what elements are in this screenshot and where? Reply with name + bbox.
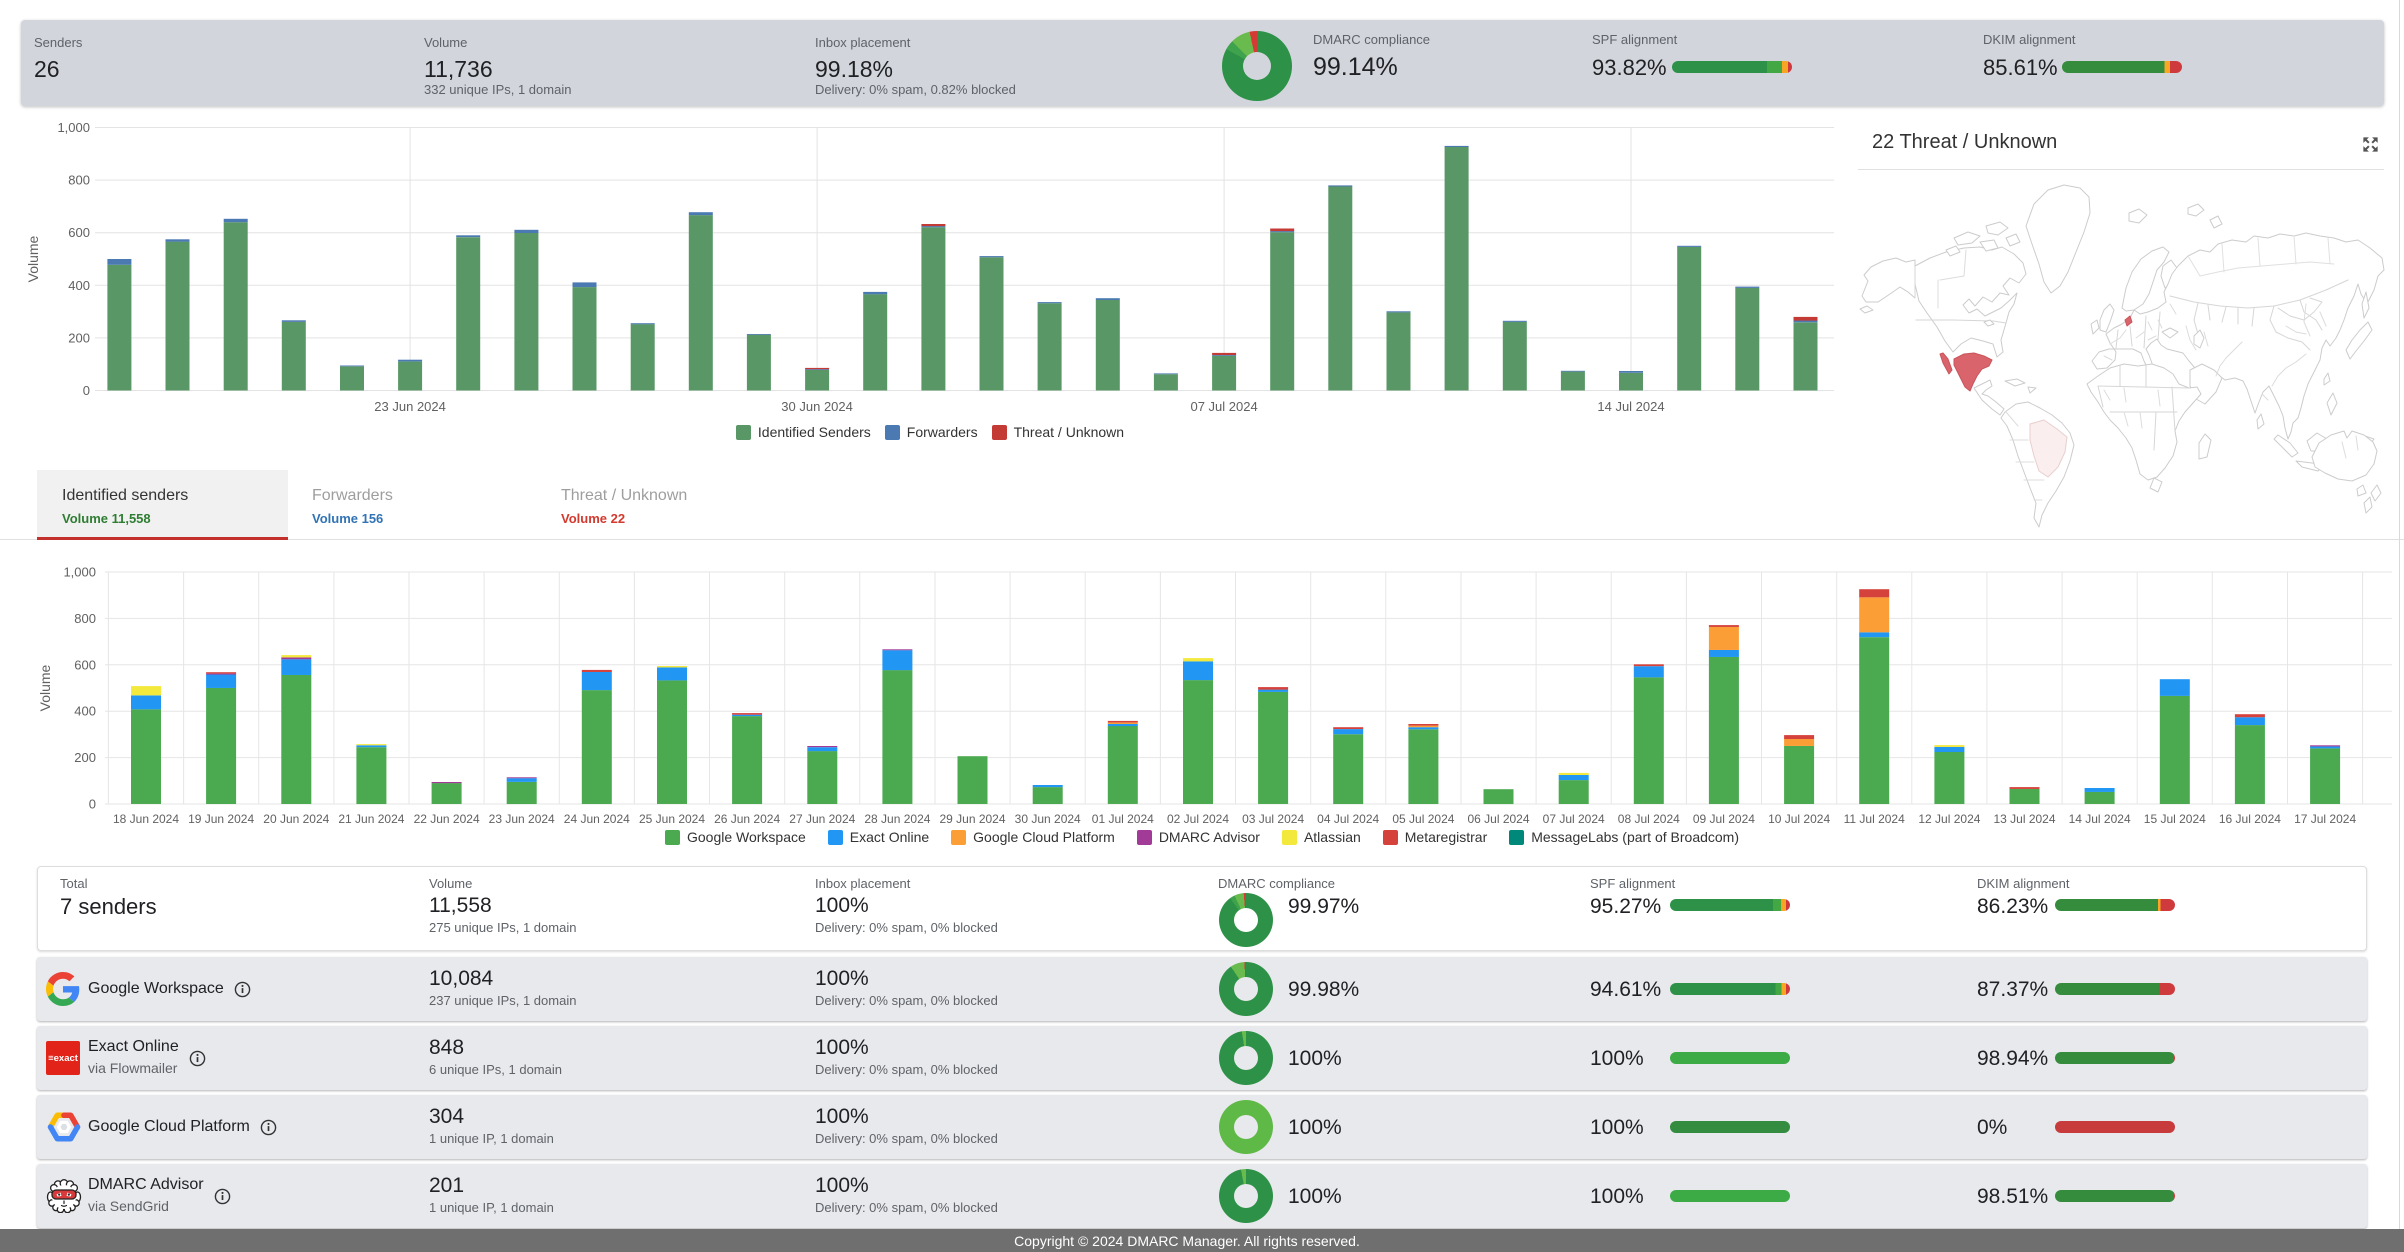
svg-text:30 Jun 2024: 30 Jun 2024 (1015, 812, 1081, 826)
svg-text:24 Jun 2024: 24 Jun 2024 (564, 812, 630, 826)
svg-text:800: 800 (74, 611, 96, 626)
svg-text:600: 600 (68, 225, 90, 240)
svg-text:06 Jul 2024: 06 Jul 2024 (1467, 812, 1529, 826)
svg-text:200: 200 (68, 330, 90, 345)
svg-text:07 Jul 2024: 07 Jul 2024 (1543, 812, 1605, 826)
svg-text:25 Jun 2024: 25 Jun 2024 (639, 812, 705, 826)
svg-text:14 Jul 2024: 14 Jul 2024 (1597, 399, 1664, 414)
svg-text:1,000: 1,000 (63, 565, 96, 580)
svg-text:1,000: 1,000 (57, 120, 90, 135)
svg-text:23 Jun 2024: 23 Jun 2024 (489, 812, 555, 826)
svg-text:Volume: Volume (37, 664, 53, 711)
svg-text:400: 400 (68, 278, 90, 293)
svg-text:04 Jul 2024: 04 Jul 2024 (1317, 812, 1379, 826)
svg-text:07 Jul 2024: 07 Jul 2024 (1190, 399, 1257, 414)
svg-text:13 Jul 2024: 13 Jul 2024 (1993, 812, 2055, 826)
svg-text:01 Jul 2024: 01 Jul 2024 (1092, 812, 1154, 826)
svg-text:600: 600 (74, 657, 96, 672)
svg-text:28 Jun 2024: 28 Jun 2024 (864, 812, 930, 826)
svg-text:20 Jun 2024: 20 Jun 2024 (263, 812, 329, 826)
svg-text:0: 0 (83, 383, 90, 398)
svg-text:Volume: Volume (25, 235, 41, 282)
svg-text:17 Jul 2024: 17 Jul 2024 (2294, 812, 2356, 826)
svg-text:09 Jul 2024: 09 Jul 2024 (1693, 812, 1755, 826)
svg-text:11 Jul 2024: 11 Jul 2024 (1844, 812, 1905, 826)
svg-text:02 Jul 2024: 02 Jul 2024 (1167, 812, 1229, 826)
svg-text:29 Jun 2024: 29 Jun 2024 (939, 812, 1005, 826)
svg-text:21 Jun 2024: 21 Jun 2024 (338, 812, 404, 826)
svg-text:26 Jun 2024: 26 Jun 2024 (714, 812, 780, 826)
svg-text:15 Jul 2024: 15 Jul 2024 (2144, 812, 2206, 826)
svg-text:19 Jun 2024: 19 Jun 2024 (188, 812, 254, 826)
svg-text:14 Jul 2024: 14 Jul 2024 (2069, 812, 2131, 826)
svg-text:800: 800 (68, 173, 90, 188)
svg-text:27 Jun 2024: 27 Jun 2024 (789, 812, 855, 826)
svg-text:08 Jul 2024: 08 Jul 2024 (1618, 812, 1680, 826)
svg-text:30 Jun 2024: 30 Jun 2024 (781, 399, 853, 414)
svg-text:05 Jul 2024: 05 Jul 2024 (1392, 812, 1454, 826)
svg-text:10 Jul 2024: 10 Jul 2024 (1768, 812, 1830, 826)
svg-text:12 Jul 2024: 12 Jul 2024 (1918, 812, 1980, 826)
svg-text:200: 200 (74, 750, 96, 765)
svg-text:23 Jun 2024: 23 Jun 2024 (374, 399, 446, 414)
svg-text:03 Jul 2024: 03 Jul 2024 (1242, 812, 1304, 826)
svg-text:22 Jun 2024: 22 Jun 2024 (414, 812, 480, 826)
svg-text:400: 400 (74, 704, 96, 719)
svg-text:0: 0 (89, 797, 96, 812)
svg-text:18 Jun 2024: 18 Jun 2024 (113, 812, 179, 826)
svg-text:16 Jul 2024: 16 Jul 2024 (2219, 812, 2281, 826)
